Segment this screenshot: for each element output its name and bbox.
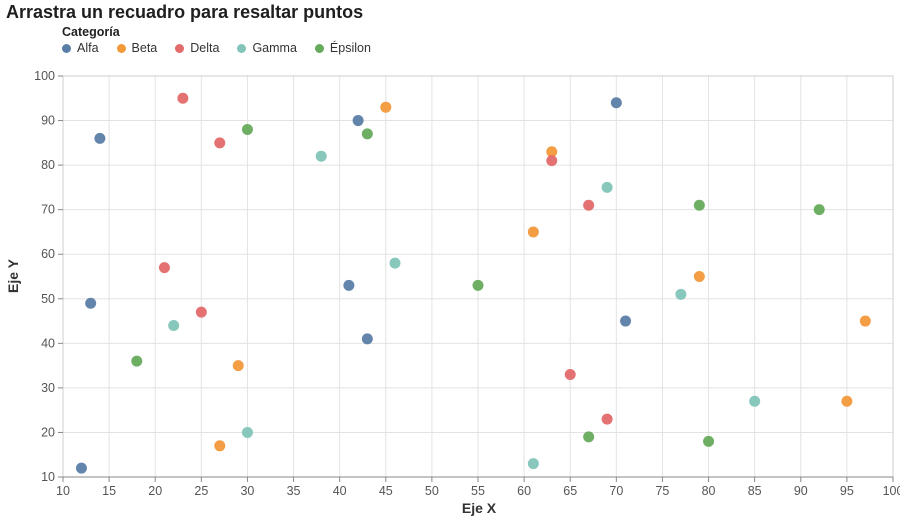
data-point[interactable]	[693, 271, 705, 282]
y-tick-label: 80	[41, 158, 55, 172]
data-point[interactable]	[583, 199, 595, 211]
x-tick-label: 45	[379, 484, 393, 498]
y-tick-label: 60	[41, 247, 55, 261]
data-point[interactable]	[564, 369, 576, 381]
data-point[interactable]	[315, 150, 327, 162]
y-tick-label: 100	[34, 69, 55, 83]
x-axis-title: Eje X	[462, 500, 497, 516]
data-point[interactable]	[859, 315, 871, 327]
data-point[interactable]	[583, 431, 595, 443]
data-point[interactable]	[177, 92, 189, 104]
x-tick-label: 10	[56, 484, 70, 498]
x-tick-label: 30	[240, 484, 254, 498]
legend-dot-icon	[116, 43, 126, 53]
x-tick-label: 55	[471, 484, 485, 498]
y-tick-label: 50	[41, 292, 55, 306]
x-axis: 10 15 20 25 30 35 40 45 50 55 60 65 70 75 80 85 90 95 100	[56, 476, 900, 498]
data-point[interactable]	[527, 458, 539, 470]
data-point[interactable]	[343, 279, 355, 291]
legend-title: Categoría	[62, 25, 120, 39]
x-tick-label: 40	[333, 484, 347, 498]
data-point[interactable]	[232, 360, 244, 372]
data-point[interactable]	[841, 395, 853, 407]
legend-dot-icon	[62, 43, 71, 53]
x-tick-label: 80	[702, 484, 716, 498]
legend: Categoría Alfa Beta Delta Gamma Épsilon	[62, 25, 389, 55]
legend-items: Alfa Beta Delta Gamma Épsilon	[62, 41, 389, 55]
data-point[interactable]	[703, 435, 715, 447]
data-point[interactable]	[214, 137, 226, 149]
data-point[interactable]	[546, 155, 558, 167]
y-axis: 10 20 30 40 50 60 70 80 90 100	[34, 69, 63, 484]
data-point[interactable]	[94, 132, 106, 144]
data-point[interactable]	[352, 115, 364, 127]
data-point[interactable]	[601, 181, 613, 193]
points[interactable]	[75, 92, 871, 474]
x-tick-label: 85	[748, 484, 762, 498]
legend-label: Beta	[131, 41, 158, 55]
data-point[interactable]	[85, 297, 97, 309]
x-tick-label: 50	[425, 484, 439, 498]
data-point[interactable]	[380, 101, 392, 113]
y-tick-label: 10	[41, 470, 55, 484]
data-point[interactable]	[675, 288, 687, 300]
data-point[interactable]	[75, 462, 87, 474]
legend-item-delta[interactable]: Delta	[175, 41, 219, 55]
y-axis-title: Eje Y	[5, 258, 21, 293]
data-point[interactable]	[195, 306, 207, 318]
legend-item-alfa[interactable]: Alfa	[62, 41, 99, 55]
x-tick-label: 15	[102, 484, 116, 498]
legend-label: Gamma	[252, 41, 297, 55]
data-point[interactable]	[693, 199, 705, 211]
x-tick-label: 20	[148, 484, 162, 498]
x-tick-label: 95	[840, 484, 854, 498]
data-point[interactable]	[131, 355, 143, 367]
data-point[interactable]	[749, 395, 761, 407]
data-point[interactable]	[241, 123, 253, 135]
data-point[interactable]	[361, 128, 373, 140]
legend-dot-icon	[175, 43, 185, 53]
x-tick-label: 70	[609, 484, 623, 498]
legend-dot-icon	[314, 43, 324, 53]
data-point[interactable]	[546, 146, 558, 158]
legend-label: Delta	[190, 41, 220, 55]
legend-item-epsilon[interactable]: Épsilon	[314, 41, 371, 55]
data-point[interactable]	[472, 279, 484, 291]
legend-item-gamma[interactable]: Gamma	[237, 41, 297, 55]
y-tick-label: 90	[41, 114, 55, 128]
grid	[62, 75, 894, 478]
legend-dot-icon	[237, 43, 247, 53]
x-tick-label: 60	[517, 484, 531, 498]
data-point[interactable]	[241, 426, 253, 438]
y-tick-label: 20	[41, 425, 55, 439]
x-tick-label: 90	[794, 484, 808, 498]
data-point[interactable]	[214, 440, 226, 452]
data-point[interactable]	[610, 97, 622, 109]
data-point[interactable]	[527, 226, 539, 238]
legend-label: Épsilon	[329, 41, 371, 55]
legend-label: Alfa	[77, 41, 99, 55]
data-point[interactable]	[601, 413, 613, 425]
data-point[interactable]	[813, 204, 825, 216]
x-tick-label: 75	[655, 484, 669, 498]
data-point[interactable]	[168, 320, 180, 332]
y-tick-label: 40	[41, 336, 55, 350]
x-tick-label: 25	[194, 484, 208, 498]
chart-title: Arrastra un recuadro para resaltar punto…	[6, 2, 364, 22]
x-tick-label: 35	[287, 484, 301, 498]
x-tick-label: 100	[883, 484, 900, 498]
data-point[interactable]	[158, 262, 170, 274]
y-tick-label: 30	[41, 381, 55, 395]
y-tick-label: 70	[41, 203, 55, 217]
legend-item-beta[interactable]: Beta	[116, 41, 158, 55]
data-point[interactable]	[389, 257, 401, 269]
x-tick-label: 65	[563, 484, 577, 498]
data-point[interactable]	[620, 315, 632, 327]
data-point[interactable]	[361, 333, 373, 345]
